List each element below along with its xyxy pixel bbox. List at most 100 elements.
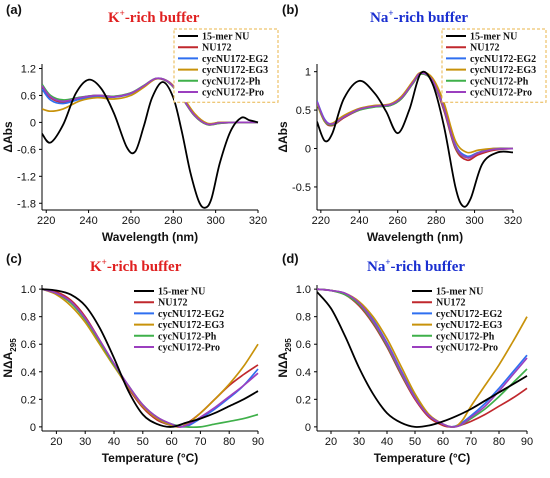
panel-letter: (d): [282, 251, 299, 266]
y-tick-label: 0.6: [21, 90, 36, 102]
legend-frame: [441, 28, 547, 103]
legend-entry: 15-mer NU: [158, 287, 205, 298]
y-tick-label: 0.8: [296, 312, 311, 324]
legend-entry: cycNU172-Ph: [470, 76, 529, 87]
x-tick-label: 70: [465, 436, 477, 448]
legend: 15-mer NUNU172cycNU172-EG2cycNU172-EG3cy…: [412, 287, 502, 354]
y-tick-label: -0.6: [17, 144, 36, 156]
y-tick-label: -1.8: [17, 198, 36, 210]
series-line-cycnu172-pro: [42, 77, 259, 126]
legend-entry: 15-mer NU: [202, 32, 249, 43]
x-tick-label: 70: [194, 436, 206, 448]
x-tick-label: 220: [312, 215, 330, 227]
legend-entry: cycNU172-EG3: [158, 320, 224, 331]
legend-entry: cycNU172-EG2: [470, 54, 536, 65]
buffer-rest: -rich buffer: [390, 259, 465, 275]
x-tick-label: 20: [325, 436, 337, 448]
series-line-15-mer-nu: [317, 291, 528, 428]
y-axis-label: NΔA295: [276, 338, 293, 378]
legend-entry: cycNU172-EG3: [470, 65, 536, 76]
y-tick-label: 0.5: [296, 105, 311, 117]
x-tick-label: 30: [353, 436, 365, 448]
x-axis-label: Temperature (°C): [102, 451, 199, 465]
series-line-15-mer-nu: [42, 288, 259, 428]
y-axis-label: ΔAbs: [276, 121, 290, 153]
y-tick-label: 1: [305, 67, 311, 79]
y-tick-label: 0: [305, 144, 311, 156]
legend-entry: cycNU172-EG3: [202, 65, 268, 76]
buffer-rest: -rich buffer: [125, 10, 200, 26]
series-line-15-mer-nu: [317, 70, 514, 208]
legend-entry: NU172: [470, 43, 499, 54]
x-tick-label: 60: [165, 436, 177, 448]
legend-entry: cycNU172-EG2: [158, 309, 224, 320]
x-tick-label: 260: [389, 215, 407, 227]
x-tick-label: 300: [206, 215, 224, 227]
y-tick-label: 0.6: [21, 339, 36, 351]
x-tick-label: 60: [437, 436, 449, 448]
y-tick-label: 0: [30, 422, 36, 434]
series-line-cycnu172-eg3: [317, 71, 514, 154]
y-axis-label-main: NΔA: [276, 351, 290, 377]
x-tick-label: 320: [504, 215, 522, 227]
x-tick-label: 300: [465, 215, 483, 227]
x-tick-label: 40: [108, 436, 120, 448]
buffer-title: Na+-rich buffer: [367, 257, 465, 275]
buffer-ion: K: [90, 259, 102, 275]
buffer-title: K+-rich buffer: [108, 8, 200, 26]
x-axis-label: Wavelength (nm): [367, 230, 463, 244]
buffer-ion: Na: [370, 10, 389, 26]
panel-letter: (c): [6, 251, 22, 266]
y-tick-label: 0.2: [296, 394, 311, 406]
legend: 15-mer NUNU172cycNU172-EG2cycNU172-EG3cy…: [441, 28, 547, 103]
legend: 15-mer NUNU172cycNU172-EG2cycNU172-EG3cy…: [134, 287, 224, 354]
legend-entry: NU172: [202, 43, 231, 54]
panel-d: (d) Na+-rich buffer 20 30 40 50 60 70 80 90 1.0 0.8…: [276, 251, 533, 465]
buffer-rest: -rich buffer: [393, 10, 468, 26]
y-axis-label-main: NΔA: [1, 351, 15, 377]
panel-letter: (b): [282, 2, 299, 17]
legend: 15-mer NUNU172cycNU172-EG2cycNU172-EG3cy…: [173, 28, 279, 103]
y-tick-label: 0: [305, 422, 311, 434]
x-tick-label: 80: [223, 436, 235, 448]
legend-entry: cycNU172-Pro: [436, 343, 498, 354]
buffer-ion: Na: [367, 259, 386, 275]
x-tick-label: 280: [164, 215, 182, 227]
x-tick-label: 320: [249, 215, 267, 227]
y-axis-label-sub: 295: [9, 338, 18, 352]
x-tick-label: 240: [79, 215, 97, 227]
x-axis-label: Temperature (°C): [374, 451, 471, 465]
y-tick-label: 1.0: [296, 284, 311, 296]
legend-entry: cycNU172-Pro: [202, 88, 264, 99]
buffer-title: K+-rich buffer: [90, 257, 182, 275]
x-tick-label: 50: [137, 436, 149, 448]
x-axis-label: Wavelength (nm): [102, 230, 198, 244]
x-tick-label: 50: [409, 436, 421, 448]
x-tick-label: 280: [427, 215, 445, 227]
buffer-charge: +: [388, 8, 393, 18]
series-line-cycnu172-pro: [317, 288, 528, 428]
buffer-ion: K: [108, 10, 120, 26]
legend-entry: cycNU172-Ph: [436, 331, 495, 342]
legend-frame: [173, 28, 279, 103]
x-tick-label: 40: [381, 436, 393, 448]
panel-c: (c) K+-rich buffer 20 30 40 50 60 70 80 90 1.0 0.8 0…: [1, 251, 264, 465]
y-tick-label: 1.0: [21, 284, 36, 296]
panel-letter: (a): [6, 2, 22, 17]
panel-a: (a) K+-rich buffer 220 240 260 280 300 320 1.2 0.…: [1, 2, 279, 244]
legend-entry: 15-mer NU: [470, 32, 517, 43]
x-tick-label: 20: [50, 436, 62, 448]
x-tick-label: 90: [252, 436, 264, 448]
x-tick-label: 240: [350, 215, 368, 227]
x-tick-label: 220: [37, 215, 55, 227]
y-tick-label: 0: [30, 117, 36, 129]
buffer-charge: +: [385, 257, 390, 267]
y-axis-label: ΔAbs: [1, 121, 15, 153]
x-tick-label: 80: [493, 436, 505, 448]
x-tick-label: 30: [79, 436, 91, 448]
legend-entry: cycNU172-EG2: [436, 309, 502, 320]
y-tick-label: 0.4: [21, 367, 36, 379]
series-line-cycnu172-pro: [317, 72, 514, 159]
legend-entry: NU172: [158, 298, 187, 309]
